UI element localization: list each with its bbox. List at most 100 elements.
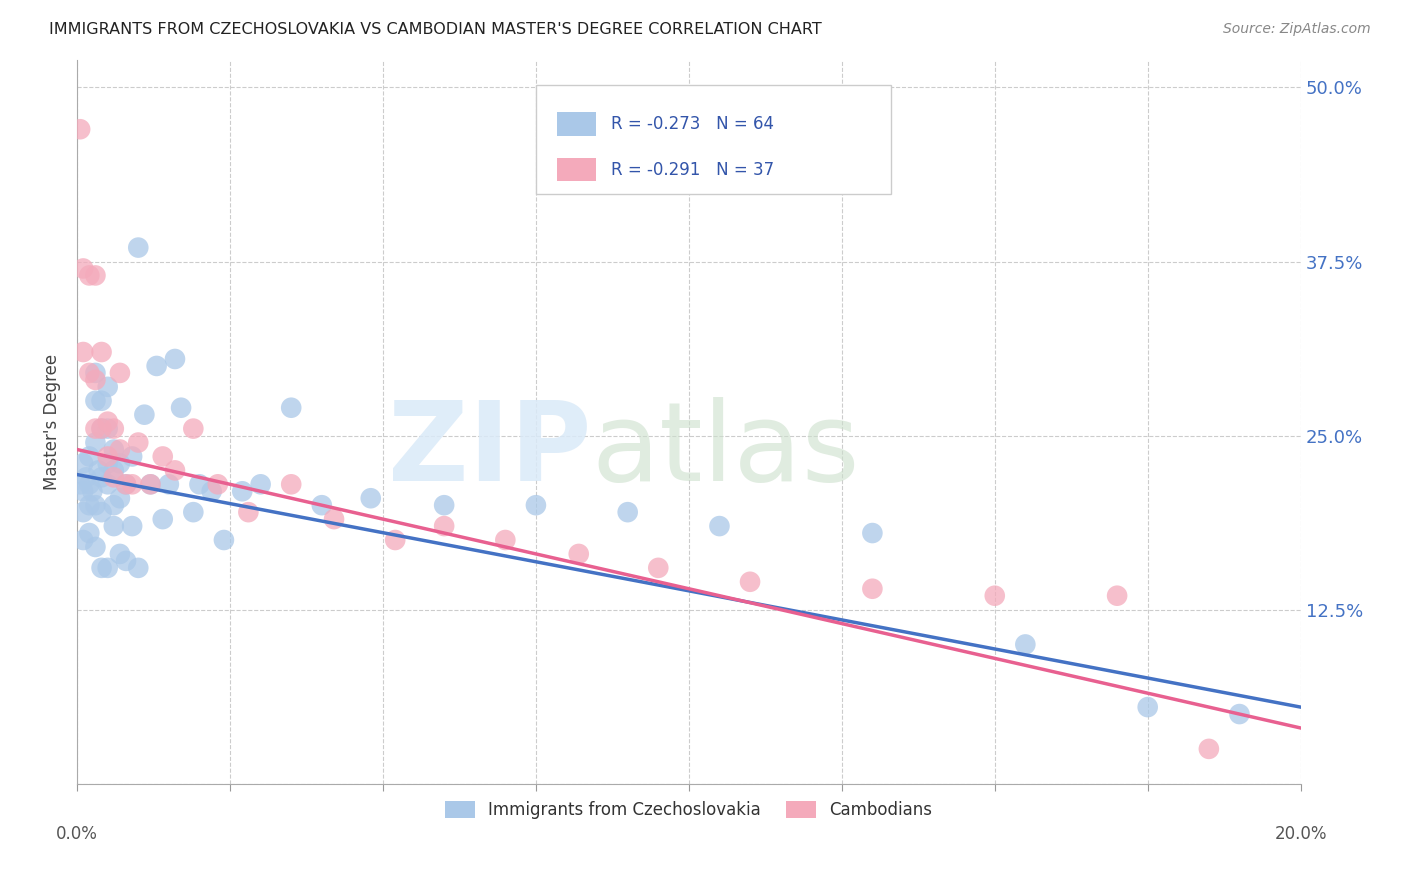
Point: [139, 477, 162, 491]
Point: [72, 345, 94, 359]
Point: [90, 505, 112, 519]
Point: [127, 561, 149, 575]
Point: [84, 393, 107, 408]
Point: [79, 498, 101, 512]
Point: [115, 477, 138, 491]
Point: [90, 422, 112, 436]
Point: [121, 519, 143, 533]
Point: [72, 505, 94, 519]
Point: [1014, 637, 1036, 651]
Point: [97, 477, 120, 491]
Point: [115, 554, 138, 568]
Point: [90, 470, 112, 484]
Point: [121, 477, 143, 491]
Point: [231, 484, 253, 499]
Point: [860, 526, 883, 541]
Point: [647, 561, 669, 575]
Point: [152, 512, 174, 526]
Point: [103, 463, 125, 477]
Point: [163, 463, 186, 477]
Point: [568, 547, 591, 561]
Legend: Immigrants from Czechoslovakia, Cambodians: Immigrants from Czechoslovakia, Cambodia…: [439, 795, 939, 826]
Point: [84, 422, 107, 436]
Point: [97, 415, 120, 429]
Text: R = -0.273   N = 64: R = -0.273 N = 64: [610, 115, 773, 133]
Point: [103, 422, 125, 436]
Text: ZIP: ZIP: [388, 397, 591, 504]
Point: [323, 512, 346, 526]
Point: [433, 519, 456, 533]
Point: [121, 450, 143, 464]
Point: [72, 457, 94, 471]
Point: [201, 484, 224, 499]
Point: [384, 533, 406, 547]
Point: [616, 505, 638, 519]
Y-axis label: Master's Degree: Master's Degree: [44, 353, 60, 490]
Point: [524, 498, 547, 512]
Point: [97, 561, 120, 575]
Point: [860, 582, 883, 596]
Point: [188, 477, 211, 491]
Point: [1107, 589, 1129, 603]
Point: [108, 547, 131, 561]
Point: [134, 408, 156, 422]
Point: [79, 450, 101, 464]
Point: [207, 477, 229, 491]
Point: [108, 457, 131, 471]
Point: [212, 533, 235, 547]
Point: [103, 470, 125, 484]
Point: [90, 393, 112, 408]
Point: [97, 450, 120, 464]
Text: R = -0.291   N = 37: R = -0.291 N = 37: [610, 161, 773, 178]
Point: [97, 422, 120, 436]
Point: [79, 526, 101, 541]
Point: [738, 574, 761, 589]
Point: [69, 122, 91, 136]
Point: [84, 268, 107, 283]
Text: atlas: atlas: [591, 397, 859, 504]
Point: [433, 498, 456, 512]
Point: [249, 477, 271, 491]
Point: [84, 366, 107, 380]
Point: [97, 380, 120, 394]
Point: [108, 366, 131, 380]
Point: [84, 373, 107, 387]
Point: [108, 442, 131, 457]
Point: [157, 477, 180, 491]
Point: [72, 533, 94, 547]
Text: IMMIGRANTS FROM CZECHOSLOVAKIA VS CAMBODIAN MASTER'S DEGREE CORRELATION CHART: IMMIGRANTS FROM CZECHOSLOVAKIA VS CAMBOD…: [49, 22, 823, 37]
Point: [103, 442, 125, 457]
Point: [69, 477, 91, 491]
Point: [90, 422, 112, 436]
Point: [984, 589, 1007, 603]
Point: [127, 435, 149, 450]
Point: [183, 422, 205, 436]
Point: [152, 450, 174, 464]
Point: [72, 484, 94, 499]
Point: [280, 477, 302, 491]
Point: [709, 519, 731, 533]
Point: [145, 359, 167, 373]
Point: [139, 477, 162, 491]
Point: [84, 435, 107, 450]
Point: [108, 491, 131, 506]
Point: [79, 366, 101, 380]
Point: [84, 498, 107, 512]
Point: [72, 261, 94, 276]
Point: [79, 268, 101, 283]
Point: [84, 540, 107, 554]
Point: [238, 505, 260, 519]
Point: [1136, 700, 1159, 714]
Bar: [557, 158, 596, 181]
Point: [90, 561, 112, 575]
Point: [163, 351, 186, 366]
Point: [87, 463, 110, 477]
Point: [90, 345, 112, 359]
Point: [97, 457, 120, 471]
Point: [360, 491, 382, 506]
Point: [280, 401, 302, 415]
FancyBboxPatch shape: [536, 85, 891, 194]
Point: [79, 477, 101, 491]
Point: [127, 241, 149, 255]
Text: Source: ZipAtlas.com: Source: ZipAtlas.com: [1223, 22, 1371, 37]
